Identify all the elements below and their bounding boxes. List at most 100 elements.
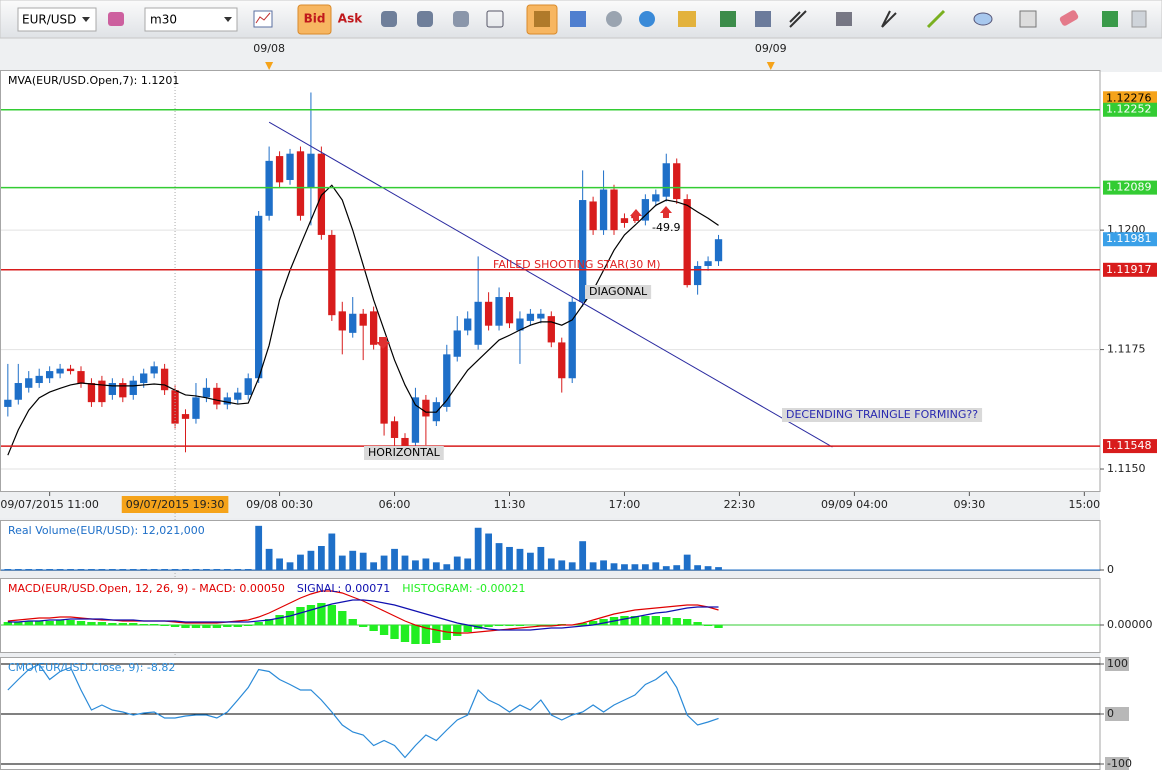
- bar: [359, 625, 368, 627]
- bar: [704, 566, 712, 570]
- tool-icon[interactable]: [926, 9, 946, 29]
- bar: [485, 533, 492, 570]
- bar: [651, 616, 660, 625]
- bar: [46, 569, 54, 570]
- tool-icon[interactable]: [789, 10, 807, 28]
- tool-icon[interactable]: [1019, 10, 1037, 28]
- dropdown-arrow[interactable]: [224, 17, 232, 22]
- candle-body: [484, 301, 493, 326]
- tool-icon[interactable]: [678, 11, 696, 27]
- bar: [307, 550, 315, 570]
- symbol[interactable]: EUR/USD: [22, 13, 76, 27]
- bar: [119, 569, 127, 570]
- bar: [579, 541, 587, 570]
- tool-icon[interactable]: [881, 10, 897, 28]
- tool-icon[interactable]: [639, 11, 655, 27]
- tool-icon[interactable]: [1059, 9, 1080, 27]
- series-line: [7, 184, 719, 456]
- bid-label[interactable]: Bid: [304, 12, 326, 26]
- candle-body: [537, 313, 545, 319]
- bar: [463, 625, 472, 632]
- tool-icon[interactable]: [1102, 11, 1118, 27]
- bar: [98, 569, 106, 570]
- trend-line: [268, 121, 833, 448]
- tool-icon[interactable]: [1131, 10, 1147, 28]
- x-tick-label: 17:00: [609, 498, 641, 511]
- candle-body: [234, 392, 242, 400]
- bar: [422, 558, 430, 570]
- bar: [620, 616, 629, 625]
- bar: [87, 622, 96, 625]
- tool-icon[interactable]: [534, 11, 550, 27]
- candle-body: [558, 342, 566, 379]
- level-label: 1.12252: [1106, 103, 1152, 116]
- candle-body: [328, 234, 336, 316]
- bar: [129, 569, 137, 570]
- bar: [703, 625, 713, 626]
- bar: [588, 621, 598, 625]
- tool-icon[interactable]: [453, 11, 469, 27]
- crosshair-label: 09/07/2015 19:30: [126, 498, 225, 511]
- bar: [683, 554, 691, 570]
- bar: [264, 619, 274, 625]
- x-tick-label: 09:30: [954, 498, 986, 511]
- level-box: [1103, 102, 1157, 117]
- bar: [244, 569, 252, 570]
- x-tick-label: 09/08 00:30: [246, 498, 313, 511]
- timeframe-combo[interactable]: [144, 7, 238, 32]
- tool-icon[interactable]: [973, 12, 993, 26]
- bar: [599, 619, 608, 625]
- candle-body: [516, 318, 524, 331]
- tool-icon[interactable]: [570, 11, 586, 27]
- bar: [35, 621, 44, 625]
- bar: [505, 625, 514, 626]
- bar: [254, 622, 263, 625]
- candle-body: [87, 383, 96, 403]
- tool-icon[interactable]: [381, 11, 397, 27]
- bar: [453, 625, 462, 636]
- ask-label[interactable]: Ask: [338, 12, 363, 26]
- tool-icon[interactable]: [836, 12, 852, 26]
- level-box: [1103, 91, 1157, 106]
- bar: [715, 567, 722, 570]
- candle-body: [422, 399, 430, 417]
- candle-body: [66, 368, 75, 372]
- series-line: [7, 663, 719, 759]
- candle-body: [568, 301, 576, 379]
- bid-button[interactable]: [297, 4, 332, 35]
- link-icon[interactable]: [108, 12, 124, 26]
- bar: [275, 615, 284, 625]
- level-label: 1.11981: [1106, 232, 1152, 245]
- tool-icon[interactable]: [417, 11, 433, 27]
- annotation-box: [782, 408, 983, 422]
- candle-body: [317, 153, 326, 235]
- bar: [432, 625, 441, 643]
- date-marker: [265, 62, 274, 70]
- bar: [464, 558, 472, 570]
- tool-icon[interactable]: [720, 11, 736, 27]
- tool-icon[interactable]: [486, 10, 504, 28]
- candle-body: [411, 397, 420, 443]
- candle-body: [589, 201, 597, 231]
- bar: [516, 548, 524, 570]
- symbol-combo[interactable]: [17, 7, 97, 32]
- bar: [97, 622, 107, 625]
- tool-icon[interactable]: [606, 11, 622, 27]
- bar: [338, 555, 346, 570]
- bar: [641, 616, 650, 625]
- bar: [495, 543, 503, 570]
- bar: [129, 623, 138, 625]
- timeframe[interactable]: m30: [150, 13, 177, 27]
- dropdown-arrow[interactable]: [82, 17, 90, 22]
- tool-icon[interactable]: [755, 11, 771, 27]
- bar: [348, 619, 357, 625]
- bar: [317, 546, 325, 570]
- bar: [714, 625, 723, 628]
- candle-body: [579, 200, 587, 302]
- bar: [537, 546, 545, 570]
- candle-body: [202, 387, 211, 398]
- candle-body: [714, 239, 723, 262]
- annotation: FAILED SHOOTING STAR(30 M): [493, 258, 661, 271]
- bar: [77, 569, 85, 570]
